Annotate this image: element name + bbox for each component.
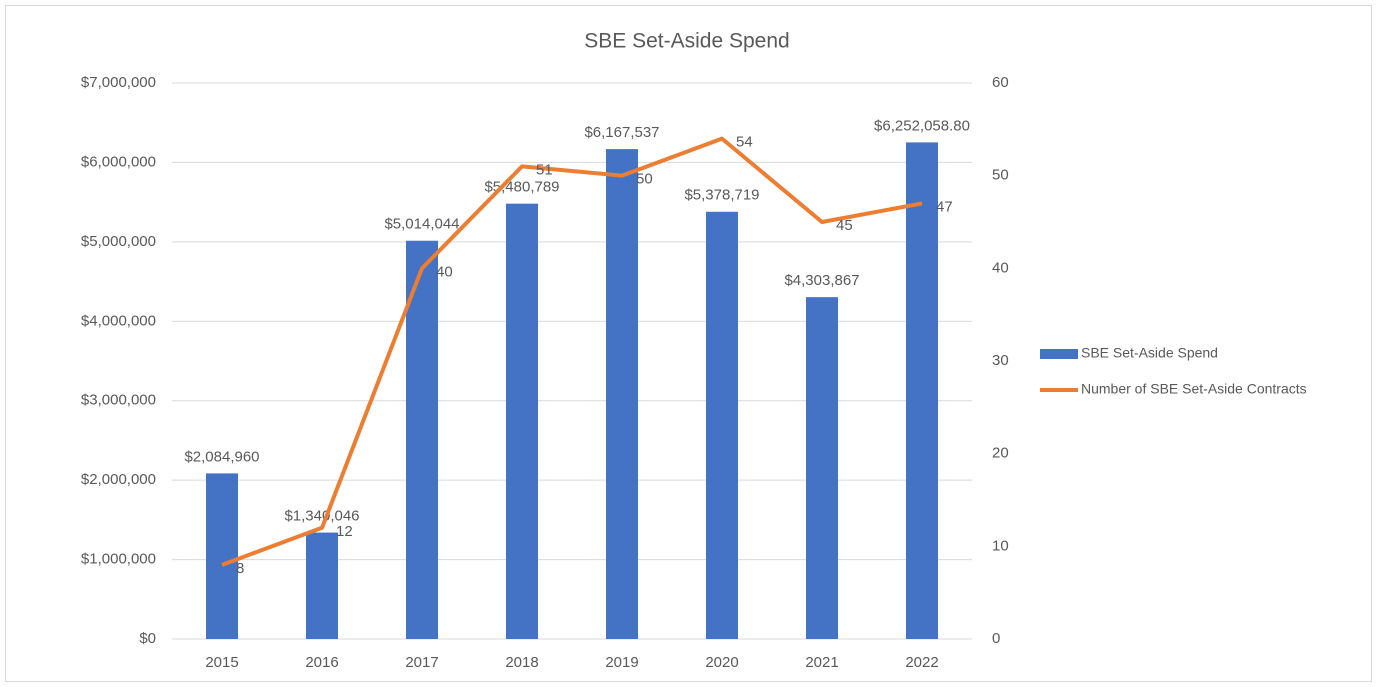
- bar: [806, 297, 838, 639]
- y-tick-label: $6,000,000: [81, 153, 156, 170]
- y2-tick-label: 60: [992, 74, 1009, 91]
- line-value-label: 54: [736, 134, 753, 151]
- legend-label: SBE Set-Aside Spend: [1081, 345, 1218, 361]
- x-tick-label: 2015: [205, 654, 238, 671]
- bar-value-label: $5,014,044: [384, 216, 459, 233]
- bar: [306, 532, 338, 639]
- bar-value-label: $4,303,867: [784, 272, 859, 289]
- line-value-label: 12: [336, 523, 353, 540]
- bar: [506, 203, 538, 639]
- x-tick-label: 2022: [905, 654, 938, 671]
- bar-value-label: $1,340,046: [284, 508, 359, 525]
- y2-tick-label: 20: [992, 445, 1009, 462]
- x-tick-label: 2019: [605, 654, 638, 671]
- y-tick-label: $4,000,000: [81, 312, 156, 329]
- y-tick-label: $0: [139, 630, 156, 647]
- bar: [206, 473, 238, 639]
- y-tick-label: $5,000,000: [81, 233, 156, 250]
- legend-swatch: [1040, 349, 1078, 359]
- x-tick-label: 2017: [405, 654, 438, 671]
- x-tick-label: 2021: [805, 654, 838, 671]
- legend-label: Number of SBE Set-Aside Contracts: [1081, 381, 1307, 397]
- bar-value-label: $5,378,719: [684, 187, 759, 204]
- y2-tick-label: 50: [992, 167, 1009, 184]
- line: [221, 136, 923, 567]
- y-tick-label: $1,000,000: [81, 551, 156, 568]
- line-value-label: 47: [936, 198, 953, 215]
- bar: [906, 142, 938, 639]
- bar: [606, 149, 638, 640]
- line-value-label: 50: [636, 171, 653, 188]
- x-tick-label: 2016: [305, 654, 338, 671]
- bar: [406, 240, 438, 640]
- y-tick-label: $2,000,000: [81, 471, 156, 488]
- line-value-label: 40: [436, 263, 453, 280]
- x-tick-label: 2020: [705, 654, 738, 671]
- y-tick-label: $7,000,000: [81, 74, 156, 91]
- line-value-label: 51: [536, 161, 553, 178]
- bar-value-label: $6,167,537: [584, 124, 659, 141]
- bar-value-label: $2,084,960: [184, 448, 259, 465]
- bar: [706, 211, 738, 639]
- y2-tick-label: 40: [992, 259, 1009, 276]
- y2-tick-label: 10: [992, 537, 1009, 554]
- y2-tick-label: 30: [992, 352, 1009, 369]
- chart-title: SBE Set-Aside Spend: [584, 30, 789, 53]
- x-tick-label: 2018: [505, 654, 538, 671]
- y-tick-label: $3,000,000: [81, 392, 156, 409]
- y2-tick-label: 0: [992, 630, 1000, 647]
- line-value-label: 45: [836, 217, 853, 234]
- line-value-label: 8: [236, 560, 244, 577]
- bar-value-label: $6,252,058.80: [874, 117, 970, 134]
